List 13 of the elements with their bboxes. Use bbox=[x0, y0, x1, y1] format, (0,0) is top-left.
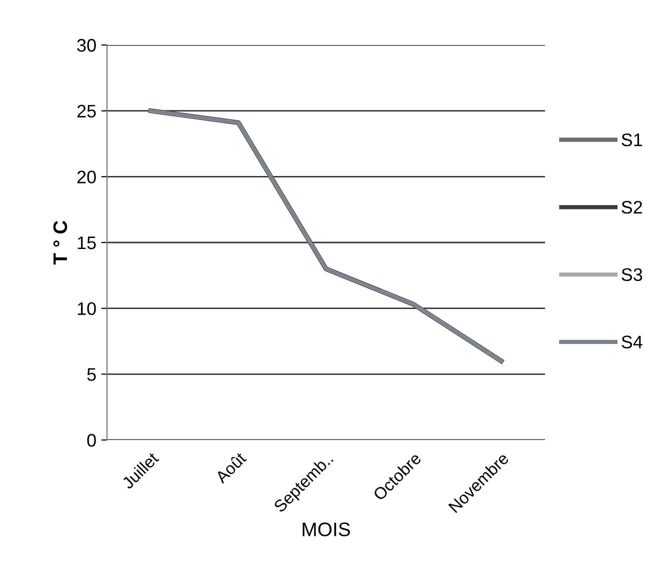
y-tick-label: 0 bbox=[87, 434, 96, 447]
legend-label: S3 bbox=[622, 268, 642, 282]
x-axis-title: MOIS bbox=[302, 522, 350, 536]
y-tick-label: 5 bbox=[87, 368, 96, 381]
y-tick-label: 15 bbox=[78, 236, 96, 250]
y-axis-title: T ° C bbox=[53, 220, 68, 265]
legend-label: S4 bbox=[622, 336, 642, 348]
legend-label: S2 bbox=[622, 200, 642, 214]
legend-label: S1 bbox=[622, 133, 642, 146]
y-tick-label: 20 bbox=[77, 170, 96, 184]
y-tick-label: 30 bbox=[77, 38, 96, 52]
y-tick-label: 10 bbox=[78, 302, 96, 316]
y-tick-label: 25 bbox=[77, 104, 96, 118]
